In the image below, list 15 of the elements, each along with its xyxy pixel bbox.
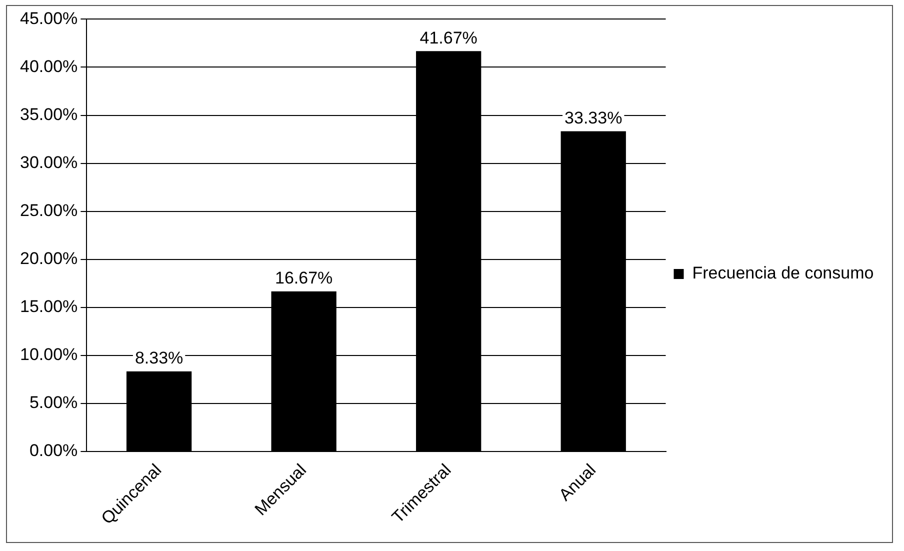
data-label: 8.33% xyxy=(134,348,184,368)
y-tick-label: 10.00% xyxy=(20,345,78,364)
y-tick-label: 25.00% xyxy=(20,200,78,220)
y-tick-label: 0.00% xyxy=(29,441,78,460)
y-tick-label: 5.00% xyxy=(29,393,78,412)
y-tick-label: 30.00% xyxy=(20,152,78,172)
data-label: 33.33% xyxy=(564,108,622,128)
legend-label: Frecuencia de consumo xyxy=(692,264,874,283)
y-tick-label: 40.00% xyxy=(20,56,78,76)
y-tick-label: 15.00% xyxy=(20,297,78,316)
data-label: 16.67% xyxy=(274,268,333,288)
y-tick-label: 20.00% xyxy=(20,249,78,268)
y-tick-label: 45.00% xyxy=(20,8,78,28)
data-label: 41.67% xyxy=(420,28,478,48)
y-tick-label: 35.00% xyxy=(20,104,78,124)
